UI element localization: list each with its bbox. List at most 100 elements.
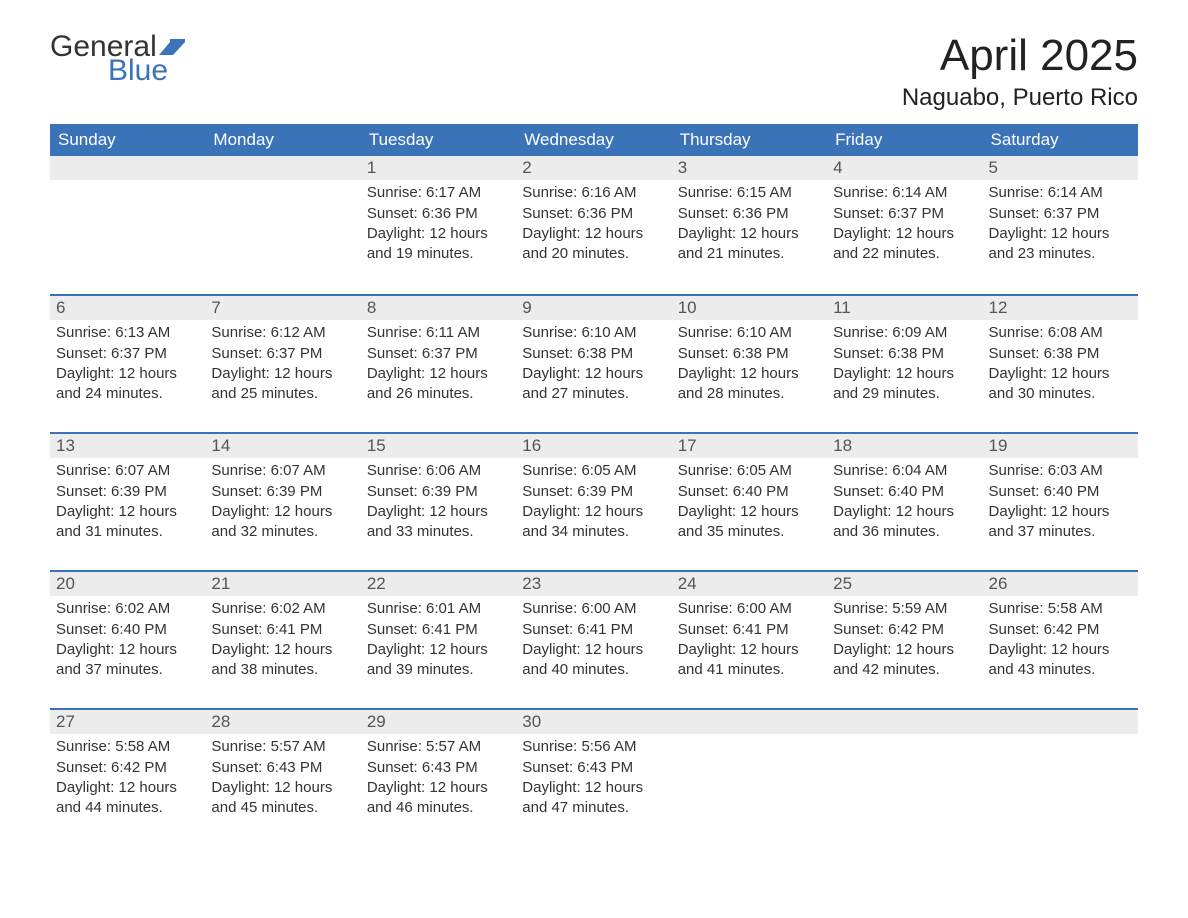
daylight-line: Daylight: 12 hours and 34 minutes. [522, 502, 665, 543]
day-number-bar: 20 [50, 570, 205, 596]
sunset-line: Sunset: 6:37 PM [367, 344, 510, 364]
sunrise-line: Sunrise: 6:00 AM [678, 599, 821, 619]
day-body: Sunrise: 6:02 AMSunset: 6:41 PMDaylight:… [205, 596, 360, 686]
day-body: Sunrise: 6:14 AMSunset: 6:37 PMDaylight:… [827, 180, 982, 270]
daylight-line: Daylight: 12 hours and 30 minutes. [989, 364, 1132, 405]
day-number-bar: 25 [827, 570, 982, 596]
day-body: Sunrise: 6:00 AMSunset: 6:41 PMDaylight:… [516, 596, 671, 686]
day-body: Sunrise: 6:14 AMSunset: 6:37 PMDaylight:… [983, 180, 1138, 270]
day-body: Sunrise: 5:58 AMSunset: 6:42 PMDaylight:… [983, 596, 1138, 686]
day-number-bar: 5 [983, 156, 1138, 180]
calendar-cell: 20Sunrise: 6:02 AMSunset: 6:40 PMDayligh… [50, 570, 205, 708]
sunset-line: Sunset: 6:37 PM [211, 344, 354, 364]
day-number-bar: 6 [50, 294, 205, 320]
daylight-line: Daylight: 12 hours and 37 minutes. [989, 502, 1132, 543]
calendar-row: 27Sunrise: 5:58 AMSunset: 6:42 PMDayligh… [50, 708, 1138, 846]
calendar-cell: 28Sunrise: 5:57 AMSunset: 6:43 PMDayligh… [205, 708, 360, 846]
sunrise-line: Sunrise: 6:04 AM [833, 461, 976, 481]
sunset-line: Sunset: 6:39 PM [56, 482, 199, 502]
day-body: Sunrise: 6:02 AMSunset: 6:40 PMDaylight:… [50, 596, 205, 686]
daylight-line: Daylight: 12 hours and 40 minutes. [522, 640, 665, 681]
day-body: Sunrise: 6:05 AMSunset: 6:39 PMDaylight:… [516, 458, 671, 548]
sunrise-line: Sunrise: 6:01 AM [367, 599, 510, 619]
sunrise-line: Sunrise: 6:00 AM [522, 599, 665, 619]
sunset-line: Sunset: 6:39 PM [367, 482, 510, 502]
daylight-line: Daylight: 12 hours and 22 minutes. [833, 224, 976, 265]
weekday-header: Friday [827, 124, 982, 156]
day-number-bar: 16 [516, 432, 671, 458]
calendar-cell: 14Sunrise: 6:07 AMSunset: 6:39 PMDayligh… [205, 432, 360, 570]
day-body: Sunrise: 6:12 AMSunset: 6:37 PMDaylight:… [205, 320, 360, 410]
calendar-cell: 11Sunrise: 6:09 AMSunset: 6:38 PMDayligh… [827, 294, 982, 432]
daylight-line: Daylight: 12 hours and 29 minutes. [833, 364, 976, 405]
calendar-cell: 8Sunrise: 6:11 AMSunset: 6:37 PMDaylight… [361, 294, 516, 432]
calendar-cell: 18Sunrise: 6:04 AMSunset: 6:40 PMDayligh… [827, 432, 982, 570]
day-number-bar [827, 708, 982, 734]
sunset-line: Sunset: 6:41 PM [678, 620, 821, 640]
calendar-cell: 23Sunrise: 6:00 AMSunset: 6:41 PMDayligh… [516, 570, 671, 708]
weekday-header: Sunday [50, 124, 205, 156]
sunset-line: Sunset: 6:43 PM [522, 758, 665, 778]
day-number-bar [672, 708, 827, 734]
sunset-line: Sunset: 6:39 PM [211, 482, 354, 502]
calendar-table: SundayMondayTuesdayWednesdayThursdayFrid… [50, 124, 1138, 846]
day-number-bar: 1 [361, 156, 516, 180]
sunset-line: Sunset: 6:38 PM [678, 344, 821, 364]
sunset-line: Sunset: 6:36 PM [678, 204, 821, 224]
sunset-line: Sunset: 6:42 PM [56, 758, 199, 778]
calendar-cell: 13Sunrise: 6:07 AMSunset: 6:39 PMDayligh… [50, 432, 205, 570]
day-body: Sunrise: 6:15 AMSunset: 6:36 PMDaylight:… [672, 180, 827, 270]
day-number-bar: 13 [50, 432, 205, 458]
calendar-cell: 30Sunrise: 5:56 AMSunset: 6:43 PMDayligh… [516, 708, 671, 846]
sunrise-line: Sunrise: 6:13 AM [56, 323, 199, 343]
day-body: Sunrise: 6:08 AMSunset: 6:38 PMDaylight:… [983, 320, 1138, 410]
title-area: April 2025 Naguabo, Puerto Rico [902, 32, 1138, 112]
calendar-cell [205, 156, 360, 294]
sunrise-line: Sunrise: 5:58 AM [989, 599, 1132, 619]
day-number-bar: 9 [516, 294, 671, 320]
daylight-line: Daylight: 12 hours and 38 minutes. [211, 640, 354, 681]
day-body: Sunrise: 6:16 AMSunset: 6:36 PMDaylight:… [516, 180, 671, 270]
calendar-row: 1Sunrise: 6:17 AMSunset: 6:36 PMDaylight… [50, 156, 1138, 294]
calendar-cell: 16Sunrise: 6:05 AMSunset: 6:39 PMDayligh… [516, 432, 671, 570]
day-number-bar: 26 [983, 570, 1138, 596]
day-body: Sunrise: 6:03 AMSunset: 6:40 PMDaylight:… [983, 458, 1138, 548]
sunset-line: Sunset: 6:39 PM [522, 482, 665, 502]
daylight-line: Daylight: 12 hours and 47 minutes. [522, 778, 665, 819]
day-body: Sunrise: 5:59 AMSunset: 6:42 PMDaylight:… [827, 596, 982, 686]
daylight-line: Daylight: 12 hours and 24 minutes. [56, 364, 199, 405]
sunrise-line: Sunrise: 5:59 AM [833, 599, 976, 619]
daylight-line: Daylight: 12 hours and 19 minutes. [367, 224, 510, 265]
day-number-bar: 18 [827, 432, 982, 458]
daylight-line: Daylight: 12 hours and 35 minutes. [678, 502, 821, 543]
day-number-bar [50, 156, 205, 180]
calendar-cell: 1Sunrise: 6:17 AMSunset: 6:36 PMDaylight… [361, 156, 516, 294]
sunrise-line: Sunrise: 6:08 AM [989, 323, 1132, 343]
sunset-line: Sunset: 6:42 PM [833, 620, 976, 640]
day-body: Sunrise: 6:09 AMSunset: 6:38 PMDaylight:… [827, 320, 982, 410]
sunset-line: Sunset: 6:43 PM [367, 758, 510, 778]
daylight-line: Daylight: 12 hours and 25 minutes. [211, 364, 354, 405]
day-body: Sunrise: 6:01 AMSunset: 6:41 PMDaylight:… [361, 596, 516, 686]
calendar-header-row: SundayMondayTuesdayWednesdayThursdayFrid… [50, 124, 1138, 156]
calendar-cell: 19Sunrise: 6:03 AMSunset: 6:40 PMDayligh… [983, 432, 1138, 570]
sunrise-line: Sunrise: 6:09 AM [833, 323, 976, 343]
calendar-cell: 22Sunrise: 6:01 AMSunset: 6:41 PMDayligh… [361, 570, 516, 708]
calendar-cell [983, 708, 1138, 846]
daylight-line: Daylight: 12 hours and 32 minutes. [211, 502, 354, 543]
sunset-line: Sunset: 6:40 PM [833, 482, 976, 502]
day-number-bar: 19 [983, 432, 1138, 458]
sunset-line: Sunset: 6:41 PM [522, 620, 665, 640]
daylight-line: Daylight: 12 hours and 26 minutes. [367, 364, 510, 405]
sunset-line: Sunset: 6:38 PM [989, 344, 1132, 364]
calendar-cell [827, 708, 982, 846]
daylight-line: Daylight: 12 hours and 33 minutes. [367, 502, 510, 543]
day-number-bar: 30 [516, 708, 671, 734]
sunrise-line: Sunrise: 6:12 AM [211, 323, 354, 343]
day-number-bar: 14 [205, 432, 360, 458]
day-body: Sunrise: 6:06 AMSunset: 6:39 PMDaylight:… [361, 458, 516, 548]
calendar-cell: 24Sunrise: 6:00 AMSunset: 6:41 PMDayligh… [672, 570, 827, 708]
calendar-cell: 7Sunrise: 6:12 AMSunset: 6:37 PMDaylight… [205, 294, 360, 432]
daylight-line: Daylight: 12 hours and 39 minutes. [367, 640, 510, 681]
sunrise-line: Sunrise: 6:10 AM [522, 323, 665, 343]
